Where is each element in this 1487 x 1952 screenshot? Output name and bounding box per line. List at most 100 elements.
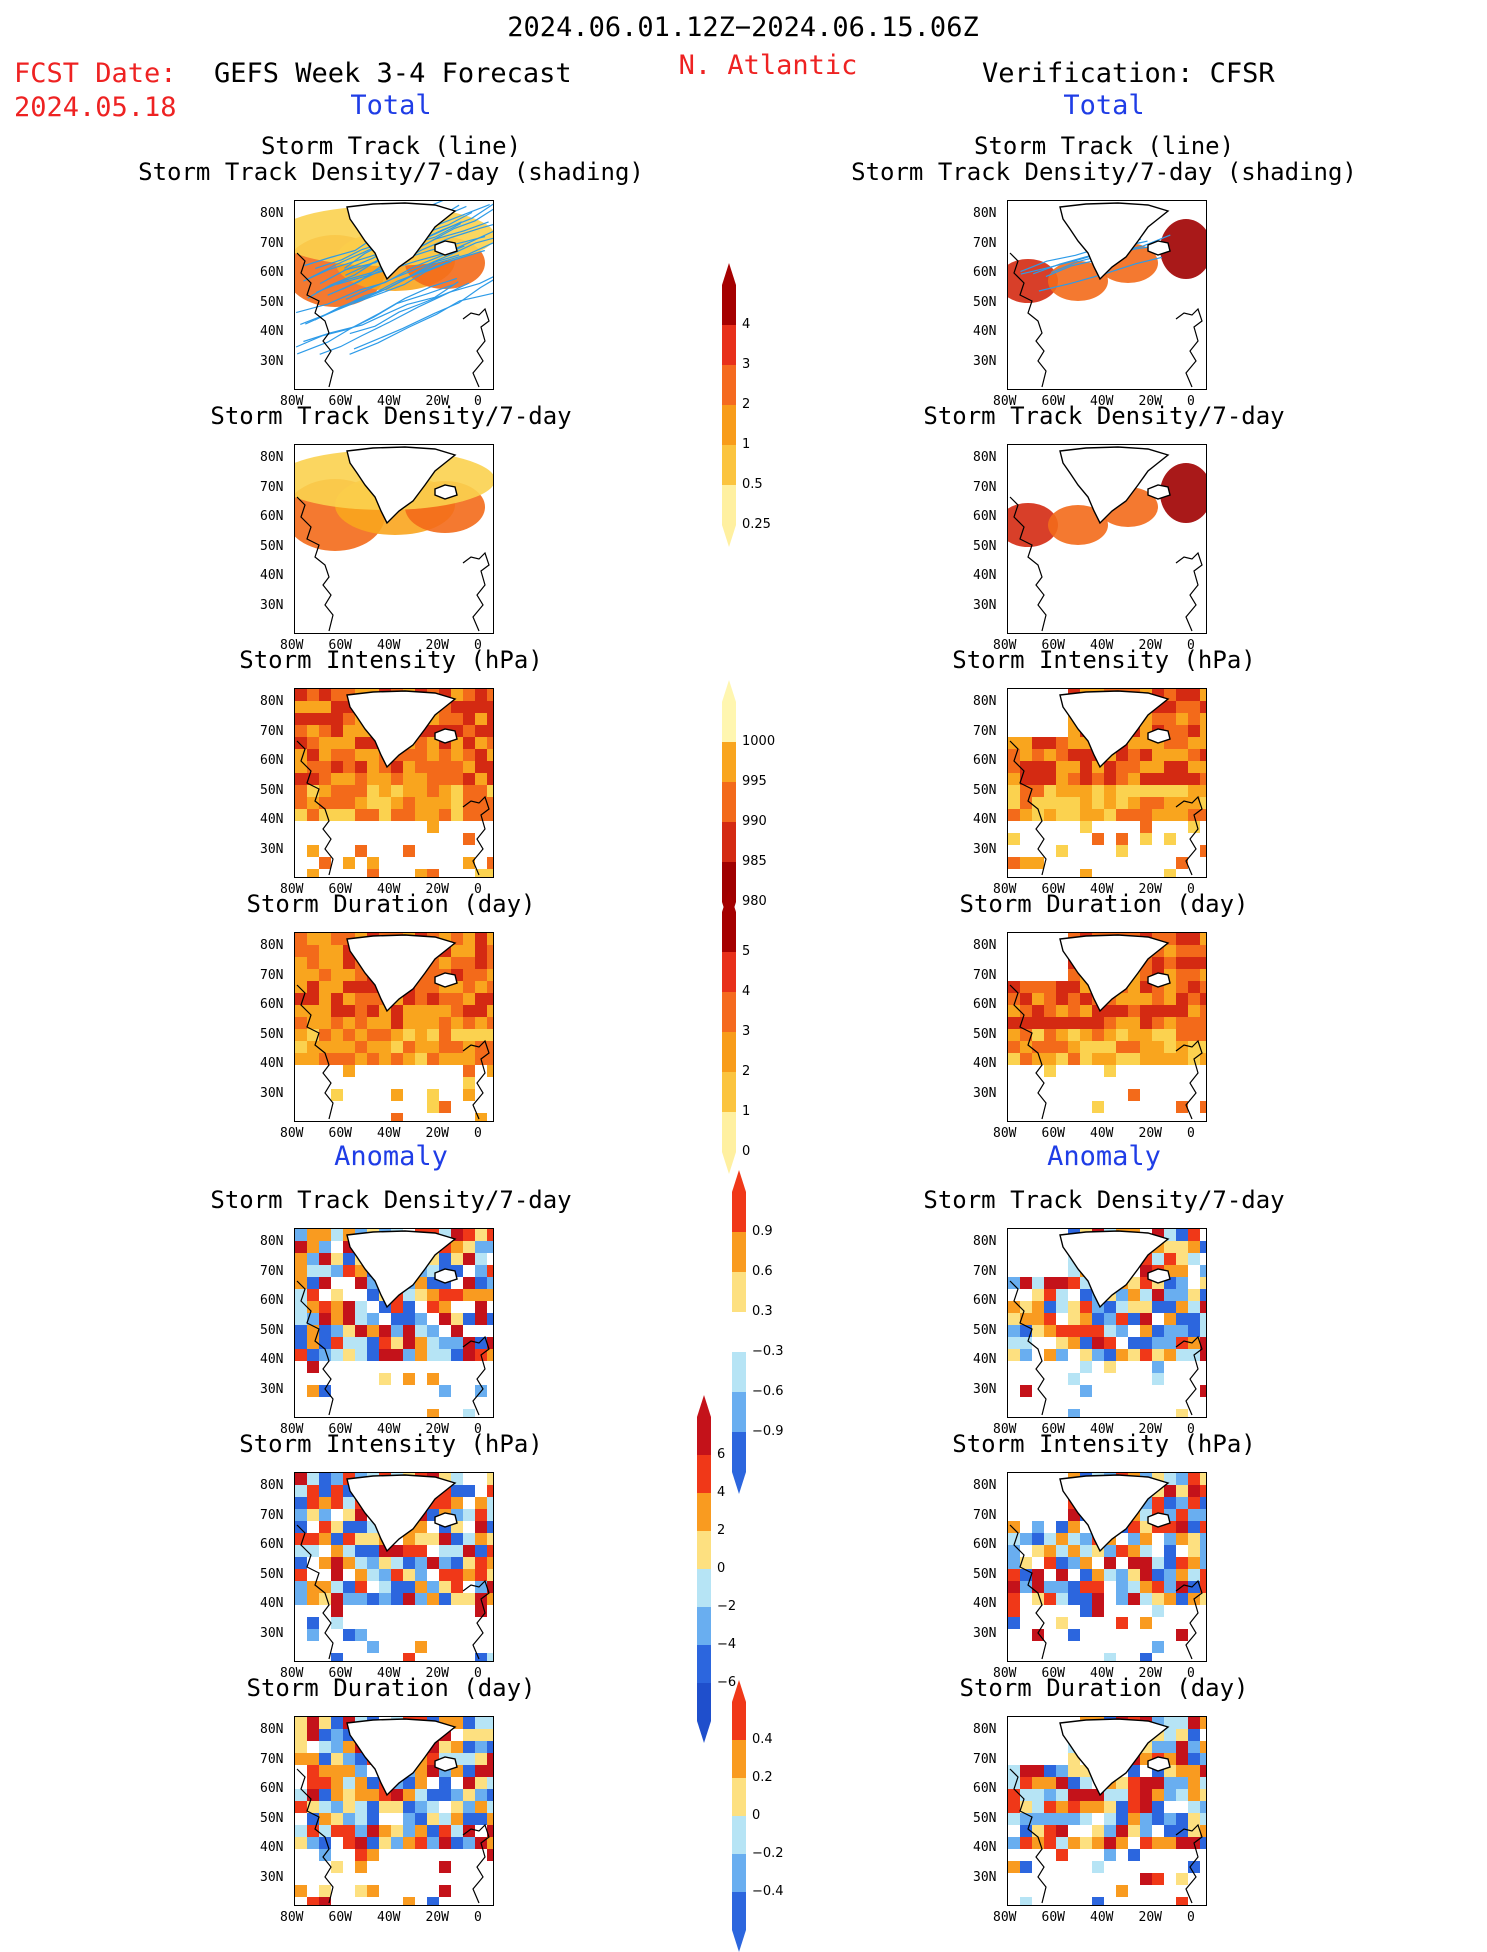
colorbar-segment: [722, 365, 736, 405]
grid-cell: [319, 1473, 331, 1485]
land-outline: [1059, 934, 1170, 1013]
lat-tick-label: 30N: [260, 353, 284, 369]
grid-cell: [1068, 1277, 1080, 1289]
coastline: [296, 496, 334, 632]
lon-tick-label: 60W: [328, 638, 352, 653]
grid-cell: [439, 1581, 451, 1593]
grid-cell: [1200, 1041, 1206, 1053]
grid-cell: [1188, 797, 1200, 809]
grid-cell: [367, 1545, 379, 1557]
lat-tick-label: 50N: [260, 1026, 284, 1042]
grid-cell: [415, 809, 427, 821]
lon-tick-label: 60W: [1041, 1910, 1065, 1925]
grid-cell: [403, 1053, 415, 1065]
grid-cell: [1092, 1325, 1104, 1337]
grid-cell: [331, 1789, 343, 1801]
grid-cell: [1116, 761, 1128, 773]
grid-cell: [1188, 785, 1200, 797]
grid-cell: [415, 737, 427, 749]
grid-cell: [415, 1029, 427, 1041]
grid-cell: [355, 749, 367, 761]
grid-cell: [319, 1753, 331, 1765]
grid-cell: [487, 1593, 493, 1605]
map-panel: [294, 1472, 494, 1662]
grid-cell: [367, 809, 379, 821]
grid-cell: [1152, 1777, 1164, 1789]
grid-cell: [463, 981, 475, 993]
grid-cell: [331, 1089, 343, 1101]
grid-cell: [403, 1801, 415, 1813]
grid-cell: [355, 1581, 367, 1593]
grid-cell: [487, 761, 493, 773]
grid-cell: [1152, 1801, 1164, 1813]
panel-title: Storm Track Density/7-day: [923, 402, 1285, 430]
grid-cell: [439, 1101, 451, 1113]
grid-cell: [1200, 1053, 1206, 1065]
grid-cell: [427, 1801, 439, 1813]
grid-cell: [331, 957, 343, 969]
grid-cell: [319, 1533, 331, 1545]
grid-cell: [1116, 1017, 1128, 1029]
grid-cell: [1140, 1837, 1152, 1849]
lat-tick-label: 50N: [973, 1322, 997, 1338]
grid-cell: [1152, 1005, 1164, 1017]
anomaly-label-right: Anomaly: [1047, 1141, 1161, 1172]
grid-cell: [1032, 1521, 1044, 1533]
colorbar-arrow: [722, 263, 736, 285]
grid-cell: [1092, 1581, 1104, 1593]
grid-cell: [475, 1229, 487, 1241]
grid-cell: [1044, 1301, 1056, 1313]
grid-cell: [1032, 1289, 1044, 1301]
grid-cell: [343, 1545, 355, 1557]
grid-cell: [1200, 701, 1206, 713]
grid-cell: [379, 809, 391, 821]
colorbar-label: 0.25: [742, 517, 771, 532]
grid-cell: [307, 1301, 319, 1313]
grid-cell: [1008, 797, 1020, 809]
grid-cell: [451, 749, 463, 761]
grid-cell: [295, 1717, 307, 1729]
coastline: [1009, 252, 1047, 388]
grid-cell: [319, 1741, 331, 1753]
grid-cell: [355, 1765, 367, 1777]
grid-cell: [367, 797, 379, 809]
grid-cell: [355, 1837, 367, 1849]
grid-cell: [331, 1349, 343, 1361]
grid-cell: [367, 1557, 379, 1569]
grid-cell: [1044, 981, 1056, 993]
grid-cell: [1032, 737, 1044, 749]
grid-cell: [1176, 809, 1188, 821]
land-outline: [346, 934, 457, 1013]
grid-cell: [1200, 1485, 1206, 1497]
grid-cell: [355, 1885, 367, 1897]
grid-cell: [367, 1641, 379, 1653]
grid-cell: [1164, 1533, 1176, 1545]
grid-cell: [1068, 1837, 1080, 1849]
storm-track-line: [353, 279, 493, 350]
grid-cell: [331, 713, 343, 725]
grid-cell: [1200, 945, 1206, 957]
grid-cell: [439, 1885, 451, 1897]
lon-tick-label: 60W: [328, 882, 352, 897]
grid-cell: [439, 1301, 451, 1313]
grid-cell: [343, 993, 355, 1005]
grid-cell: [1008, 761, 1020, 773]
grid-cell: [319, 1301, 331, 1313]
lat-tick-label: 60N: [973, 265, 997, 280]
grid-cell: [1164, 1581, 1176, 1593]
lat-tick-label: 40N: [260, 1056, 284, 1071]
grid-cell: [319, 933, 331, 945]
grid-cell: [487, 1241, 493, 1253]
grid-cell: [403, 1557, 415, 1569]
colorbar-segment: [722, 912, 736, 952]
grid-cell: [403, 1569, 415, 1581]
lon-tick-label: 0: [1187, 394, 1195, 409]
grid-cell: [1188, 1557, 1200, 1569]
grid-cell: [463, 993, 475, 1005]
lon-tick-label: 80W: [993, 394, 1017, 409]
lon-tick-label: 0: [474, 1126, 482, 1141]
grid-cell: [475, 1017, 487, 1029]
grid-cell: [1044, 809, 1056, 821]
grid-cell: [1176, 945, 1188, 957]
colorbar-label: 2: [717, 1523, 726, 1538]
